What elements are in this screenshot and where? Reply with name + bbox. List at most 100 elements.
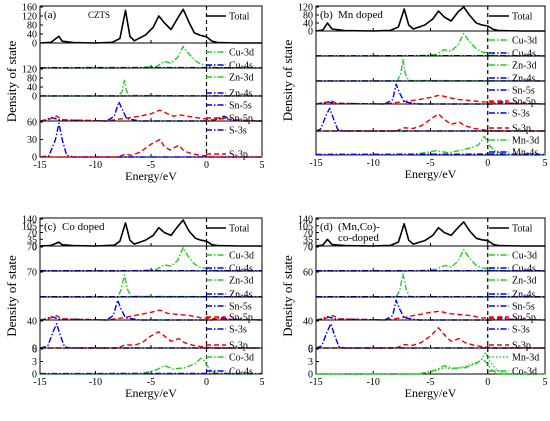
y-tick-label: 140 bbox=[298, 215, 313, 226]
y-tick-label: 3 bbox=[308, 357, 313, 368]
x-axis-label: Energy/eV bbox=[125, 169, 177, 183]
series-line-co-3d bbox=[40, 357, 262, 375]
legend-label: Total bbox=[229, 12, 250, 23]
y-tick-label: 40 bbox=[27, 317, 37, 328]
legend-label: Sn-5p bbox=[512, 97, 536, 108]
legend-label: Cu-4s bbox=[229, 61, 253, 72]
legend-label: S-3s bbox=[512, 325, 530, 336]
legend-label: Sn-5p bbox=[229, 114, 253, 125]
y-tick-label: 80 bbox=[303, 11, 313, 22]
legend-label: Zn-4s bbox=[229, 290, 252, 301]
y-axis-label: Density of state bbox=[4, 255, 19, 337]
y-tick-label: 0 bbox=[308, 344, 313, 355]
x-tick-label: 5 bbox=[543, 377, 548, 388]
legend-label: S-3s bbox=[512, 109, 530, 120]
legend-label: Sn-5s bbox=[229, 101, 252, 112]
subplot-frame bbox=[315, 55, 546, 82]
x-tick-label: 0 bbox=[485, 377, 490, 388]
legend-label: Total bbox=[512, 224, 533, 235]
legend-label: Total bbox=[229, 224, 250, 235]
x-tick-label: 5 bbox=[543, 158, 548, 169]
x-tick-label: -15 bbox=[309, 377, 322, 388]
legend-label: Co-3d bbox=[229, 353, 254, 364]
series-line-mn-3d bbox=[316, 351, 545, 375]
y-tick-label: 60 bbox=[303, 268, 313, 279]
y-tick-label: 105 bbox=[298, 221, 313, 232]
series-line-s-3p bbox=[316, 113, 545, 132]
legend-label: Mn-3d bbox=[512, 353, 539, 364]
y-tick-label: 6 bbox=[308, 345, 313, 356]
legend-label: Cu-3d bbox=[229, 48, 254, 59]
x-tick-label: 0 bbox=[204, 377, 209, 388]
subplot-frame bbox=[315, 103, 546, 132]
x-tick-label: 5 bbox=[260, 377, 265, 388]
series-line-sn-5p bbox=[315, 94, 546, 105]
panel-title: co-doped bbox=[338, 232, 379, 244]
x-tick-label: 5 bbox=[260, 160, 265, 171]
panel-label: (b) bbox=[320, 9, 333, 21]
panel-label: (d) bbox=[320, 221, 333, 233]
legend-label: Cu-4s bbox=[512, 264, 536, 275]
y-tick-label: 160 bbox=[22, 3, 37, 14]
x-tick-label: -15 bbox=[33, 377, 46, 388]
y-tick-label: 0 bbox=[32, 344, 37, 355]
legend-label: S-3p bbox=[512, 341, 531, 352]
legend-label: Sn-5s bbox=[229, 302, 252, 313]
x-tick-label: -5 bbox=[147, 377, 155, 388]
y-tick-label: 0 bbox=[308, 242, 313, 253]
subplot-frame bbox=[315, 30, 546, 57]
legend-label: S-3p bbox=[229, 150, 248, 161]
legend-label: Zn-3d bbox=[512, 61, 536, 72]
series-line-s-3p bbox=[316, 327, 545, 349]
y-axis-label: Density of state bbox=[280, 39, 295, 121]
subplot-frame bbox=[315, 80, 546, 105]
x-tick-label: -5 bbox=[147, 160, 155, 171]
x-tick-label: -15 bbox=[309, 158, 322, 169]
panel-d: 03570105140Total70Cu-3dCu-4s60Zn-3dZn-4s… bbox=[280, 215, 548, 401]
series-line-sn-5p bbox=[315, 310, 546, 321]
x-axis-label: Energy/eV bbox=[405, 386, 457, 400]
panel-label: (c) bbox=[44, 221, 57, 233]
x-axis-label: Energy/eV bbox=[125, 386, 177, 400]
subplot-frame bbox=[315, 347, 546, 375]
panel-title: Mn doped bbox=[338, 9, 383, 21]
legend-label: Sn-5p bbox=[512, 313, 536, 324]
y-tick-label: 105 bbox=[22, 221, 37, 232]
series-line-mn-3d bbox=[316, 135, 545, 156]
y-tick-label: 80 bbox=[27, 74, 37, 85]
legend-label: Sn-5p bbox=[229, 313, 253, 324]
legend-label: Cu-4s bbox=[512, 49, 536, 60]
y-tick-label: 0 bbox=[308, 370, 313, 381]
legend-label: Cu-3d bbox=[512, 36, 537, 47]
panel-c: 03570105140Total70Cu-3dCu-4s70Zn-3dZn-4s… bbox=[4, 215, 265, 401]
y-tick-label: 0 bbox=[308, 27, 313, 38]
series-line-sn-5p bbox=[39, 309, 263, 321]
subplot-frame bbox=[315, 270, 546, 298]
y-tick-label: 70 bbox=[303, 243, 313, 254]
series-line-s-3s bbox=[315, 107, 545, 132]
y-tick-label: 30 bbox=[27, 135, 37, 146]
legend-label: Cu-3d bbox=[229, 251, 254, 262]
x-tick-label: -10 bbox=[89, 160, 102, 171]
y-tick-label: 140 bbox=[22, 215, 37, 226]
y-tick-label: 120 bbox=[298, 3, 313, 14]
legend-label: Sn-5s bbox=[512, 302, 535, 313]
subplot-frame bbox=[315, 245, 546, 272]
y-axis-label: Density of state bbox=[280, 255, 295, 337]
y-tick-label: 40 bbox=[27, 30, 37, 41]
y-tick-label: 70 bbox=[27, 268, 37, 279]
subplot-frame bbox=[315, 296, 546, 321]
panel-b: 04080120TotalCu-3dCu-4sZn-3dZn-4sSn-5sSn… bbox=[280, 3, 548, 182]
y-tick-label: 70 bbox=[27, 243, 37, 254]
y-tick-label: 120 bbox=[22, 65, 37, 76]
series-line-cu-3d bbox=[316, 249, 545, 272]
series-line-cu-3d bbox=[316, 32, 545, 57]
y-tick-label: 40 bbox=[303, 19, 313, 30]
legend-label: Zn-4s bbox=[512, 74, 535, 85]
y-tick-label: 70 bbox=[27, 228, 37, 239]
y-tick-label: 40 bbox=[303, 317, 313, 328]
legend-label: S-3p bbox=[512, 124, 531, 135]
y-tick-label: 3 bbox=[32, 357, 37, 368]
legend-label: Cu-4s bbox=[229, 264, 253, 275]
y-tick-label: 60 bbox=[27, 118, 37, 129]
